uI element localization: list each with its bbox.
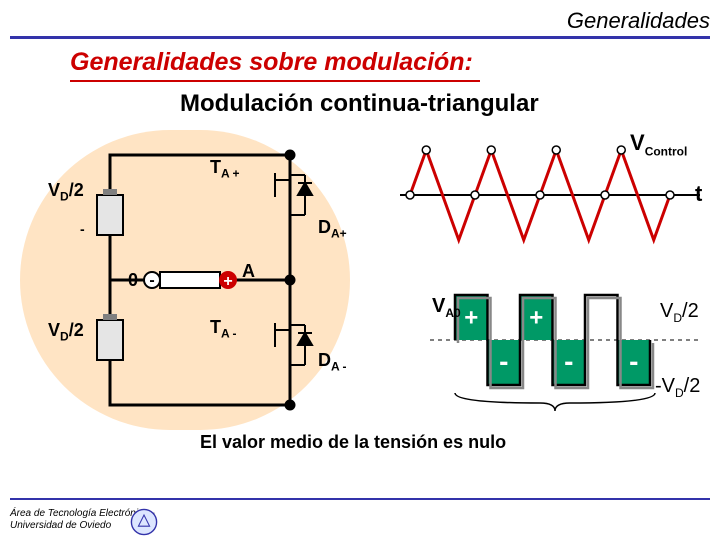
battery-top (97, 189, 123, 235)
label-ta-plus: TA + (210, 157, 240, 181)
label-da-minus: DA - (318, 350, 347, 374)
label-va0: VA0 (432, 295, 461, 320)
label-minus-sign: - (80, 221, 85, 237)
title-2: Modulación continua-triangular (180, 90, 539, 118)
battery-bottom (97, 314, 123, 360)
caption: El valor medio de la tensión es nulo (200, 432, 506, 453)
diagram-svg: - + (0, 125, 720, 475)
content-area: - + (0, 125, 720, 475)
svg-text:-: - (499, 346, 508, 377)
label-vd2-bot: VD/2 (48, 320, 84, 344)
svg-text:-: - (564, 346, 573, 377)
label-vcontrol: VControl (630, 130, 687, 158)
svg-text:-: - (149, 272, 154, 289)
wave-chart (400, 146, 700, 240)
svg-text:+: + (223, 273, 232, 290)
label-vd2-neg: -VD/2 (655, 375, 700, 400)
label-da-plus: DA+ (318, 217, 347, 241)
label-zero: 0 (128, 270, 138, 291)
title-1: Generalidades sobre modulación: (70, 48, 473, 77)
label-vd2-top: VD/2 (48, 180, 84, 204)
label-t: t (695, 181, 702, 207)
title-underline (70, 80, 480, 82)
brace (455, 393, 655, 411)
label-vd2-pos: VD/2 (660, 300, 699, 325)
svg-text:-: - (629, 346, 638, 377)
footer-rule (10, 498, 710, 500)
label-ta-minus: TA - (210, 317, 237, 341)
header-rule (10, 36, 710, 39)
university-logo (130, 508, 158, 536)
svg-text:+: + (464, 305, 478, 332)
svg-text:+: + (529, 305, 543, 332)
header-right: Generalidades (567, 8, 710, 34)
label-A: A (242, 261, 255, 282)
